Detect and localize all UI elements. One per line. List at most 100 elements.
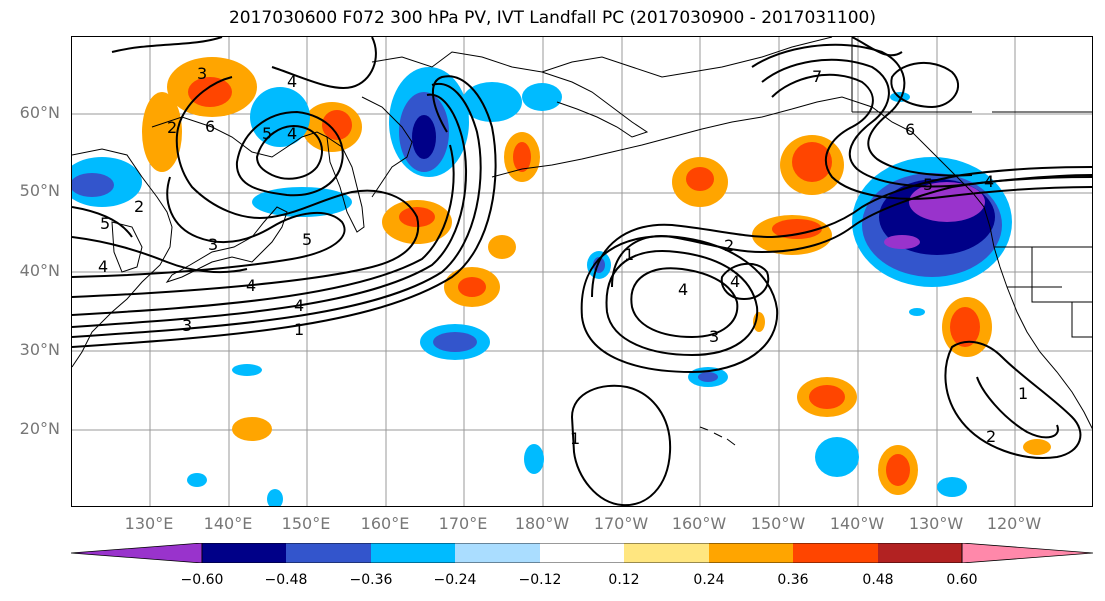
- pv-negative-blob: [232, 364, 262, 376]
- pv-positive-blob: [488, 235, 516, 259]
- contour-label: 6: [905, 120, 915, 139]
- contour-line: [944, 340, 1082, 459]
- colorbar-swatch: [455, 543, 540, 563]
- map-canvas: 3 2 2 6 5 4 4 5 5 3 4 4 3 4 1 1 2 4 4 3 …: [72, 37, 1092, 506]
- coastline-hawaii: [699, 426, 736, 446]
- contour-line: [271, 37, 377, 89]
- coastline-bering-west: [361, 96, 413, 198]
- contour-label: 2: [986, 427, 996, 446]
- contour-line: [580, 235, 779, 374]
- pv-negative-blob: [937, 477, 967, 497]
- coastline-okhotsk: [151, 116, 328, 158]
- lat-label-60n: 60°N: [19, 103, 60, 122]
- coastline-kamchatka: [326, 135, 365, 233]
- pv-positive-core: [322, 110, 352, 140]
- contour-line: [72, 82, 482, 338]
- lon-label-160w: 160°W: [671, 514, 727, 533]
- colorbar-extend-high: [961, 543, 1093, 563]
- lon-label-170e: 170°E: [438, 514, 488, 533]
- contour-label: 2: [134, 197, 144, 216]
- pv-positive-core: [772, 219, 822, 239]
- colorbar-frame: [201, 543, 963, 563]
- contour-line: [255, 125, 323, 180]
- pv-negative-blob: [524, 444, 544, 474]
- contour-label: 5: [262, 124, 272, 143]
- lon-label-170w: 170°W: [593, 514, 649, 533]
- lat-label-50n: 50°N: [19, 181, 60, 200]
- ivt-contours: [72, 37, 1092, 506]
- contour-label: 5: [923, 175, 933, 194]
- pv-negative-core: [72, 173, 114, 197]
- contour-line: [72, 76, 420, 298]
- contour-label: 4: [984, 172, 994, 191]
- pv-negative-core: [412, 115, 436, 159]
- pv-negative-blob: [187, 473, 207, 487]
- contour-line: [605, 250, 759, 357]
- contour-line: [851, 37, 903, 57]
- colorbar-tick: −0.60: [180, 572, 224, 588]
- contour-line: [761, 58, 1092, 188]
- pv-negative-core: [698, 372, 718, 382]
- contour-label: 5: [100, 214, 110, 233]
- contour-line: [72, 93, 467, 328]
- contour-label: 2: [724, 236, 734, 255]
- lon-label-130w: 130°W: [908, 514, 964, 533]
- colorbar-tick: 0.12: [608, 572, 640, 588]
- contour-label: 5: [302, 230, 312, 249]
- colorbar-extend-low: [71, 543, 203, 563]
- coastline-alaska: [541, 71, 649, 138]
- border-us: [994, 246, 1092, 338]
- colorbar-tick: 0.48: [862, 572, 894, 588]
- map-panel: 3 2 2 6 5 4 4 5 5 3 4 4 3 4 1 1 2 4 4 3 …: [71, 36, 1093, 507]
- contour-label: 1: [624, 245, 634, 264]
- lat-label-30n: 30°N: [19, 340, 60, 359]
- lon-label-140w: 140°W: [829, 514, 885, 533]
- contour-label: 6: [205, 117, 215, 136]
- contour-label: 7: [812, 67, 822, 86]
- pv-negative-blob: [815, 437, 859, 477]
- contour-line: [72, 176, 346, 278]
- contour-label: 4: [730, 272, 740, 291]
- lon-label-120w: 120°W: [986, 514, 1042, 533]
- lat-label-20n: 20°N: [19, 419, 60, 438]
- contour-label: 4: [294, 296, 304, 315]
- contour-line: [630, 267, 739, 339]
- colorbar-swatch: [793, 543, 878, 563]
- pv-negative-core: [433, 332, 477, 352]
- lon-label-150w: 150°W: [750, 514, 806, 533]
- coastline-gulf-alaska: [791, 96, 1092, 430]
- colorbar-tick: 0.36: [777, 572, 809, 588]
- pv-positive-core: [809, 385, 845, 409]
- pv-positive-blob: [142, 92, 182, 172]
- coastline-aleutians: [491, 108, 793, 178]
- contour-labels: 3 2 2 6 5 4 4 5 5 3 4 4 3 4 1 1 2 4 4 3 …: [98, 64, 1028, 448]
- pv-positive-core: [188, 77, 232, 107]
- map-title: 2017030600 F072 300 hPa PV, IVT Landfall…: [228, 8, 876, 28]
- lon-label-140e: 140°E: [203, 514, 253, 533]
- contour-label: 4: [678, 280, 688, 299]
- colorbar-swatch: [371, 543, 455, 563]
- contour-label: 1: [1018, 384, 1028, 403]
- contour-line: [771, 73, 1092, 200]
- contour-label: 1: [570, 429, 580, 448]
- pv-positive-core: [458, 277, 486, 297]
- contour-line: [591, 166, 1092, 298]
- pv-positive-core: [513, 142, 531, 172]
- lon-label-150e: 150°E: [281, 514, 331, 533]
- colorbar-swatch: [202, 543, 286, 563]
- colorbar-tick: −0.48: [264, 572, 308, 588]
- contour-line: [72, 144, 455, 316]
- contour-label: 4: [287, 72, 297, 91]
- coastline-bering: [371, 37, 833, 78]
- pv-positive-core: [686, 167, 714, 191]
- contour-line: [720, 262, 770, 301]
- coastline-korea: [111, 221, 143, 273]
- pv-negative-blob: [909, 308, 925, 316]
- lon-label-160e: 160°E: [360, 514, 410, 533]
- pv-negative-blob: [267, 489, 283, 506]
- contour-line: [890, 61, 959, 109]
- colorbar-tick: 0.60: [946, 572, 978, 588]
- colorbar-tick: −0.24: [433, 572, 477, 588]
- contour-line: [976, 376, 1059, 439]
- contour-line: [111, 37, 223, 53]
